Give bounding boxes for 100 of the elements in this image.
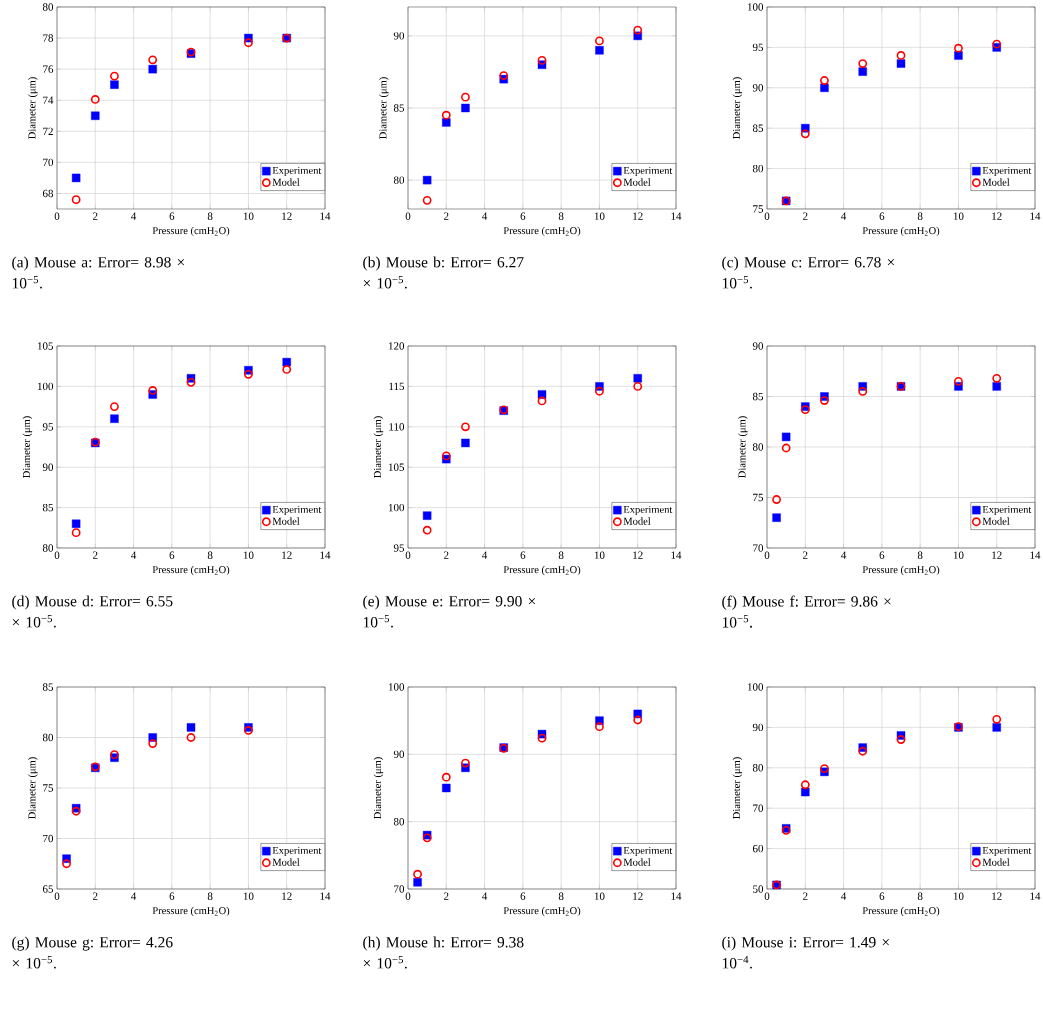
point: [537, 55, 547, 65]
x-tick-label: 2: [803, 892, 808, 900]
x-tick-label: 12: [992, 212, 1002, 220]
point: [800, 405, 810, 415]
y-axis-title: Diameter (μm): [732, 77, 743, 139]
point: [772, 495, 781, 504]
text: (e) Mouse e: Error= 9.90 × 10$^{−5}$.: [363, 595, 536, 628]
legend-label: Experiment: [982, 846, 1032, 857]
point: [800, 780, 810, 790]
x-tick-label: 4: [482, 212, 488, 220]
x-tick-label: 2: [803, 551, 808, 559]
legend-label: Experiment: [272, 505, 322, 516]
legend-label: Model: [982, 858, 1010, 866]
x-tick-label: 10: [953, 551, 964, 559]
point: [148, 386, 158, 395]
x-tick-label: 14: [320, 212, 331, 220]
x-tick-label: 10: [243, 892, 254, 900]
x-tick-label: 6: [520, 212, 526, 220]
y-tick-label: 75: [753, 493, 764, 502]
legend-label: Model: [272, 858, 300, 866]
x-tick-label: 4: [131, 892, 137, 900]
y-axis-title: Diameter (μm): [379, 77, 389, 139]
point: [820, 83, 829, 92]
x-tick-label: 0: [764, 551, 770, 559]
point: [954, 376, 963, 386]
y-tick-label: 100: [388, 503, 405, 512]
x-tick-label: 6: [879, 212, 885, 220]
y-tick-label: 70: [753, 544, 764, 552]
x-tick-label: 6: [879, 892, 885, 900]
point: [461, 438, 470, 448]
x-tick-label: 14: [671, 551, 682, 559]
y-tick-label: 80: [42, 544, 54, 552]
y-tick-label: 85: [42, 503, 54, 512]
x-tick-label: 2: [93, 892, 98, 900]
y-tick-label: 70: [43, 834, 54, 843]
point: [461, 103, 470, 113]
text: (d) Mouse d: Error= 6.55 × 10$^{−5}$.: [12, 595, 173, 628]
point: [461, 422, 470, 432]
y-tick-label: 95: [393, 544, 405, 552]
y-tick-label: 95: [42, 423, 54, 431]
x-tick-label: 2: [93, 212, 98, 220]
y-axis-title: Diameter (μm): [373, 757, 384, 819]
point: [422, 525, 432, 535]
x-tick-label: 12: [633, 212, 643, 220]
legend-label: Model: [272, 517, 300, 525]
point: [954, 51, 963, 60]
x-tick-label: 10: [594, 892, 605, 900]
x-tick-label: 0: [405, 212, 411, 220]
point: [186, 723, 196, 732]
x-tick-label: 6: [520, 551, 526, 559]
y-tick-label: 115: [389, 382, 405, 391]
y-tick-label: 80: [752, 164, 764, 173]
point: [148, 739, 158, 748]
legend-label: Model: [623, 178, 651, 186]
y-axis-title: Diameter (μm): [738, 416, 748, 478]
y-tick-label: 70: [753, 804, 764, 812]
x-axis-title: Pressure (cmH$_{2}$O): [503, 906, 581, 917]
y-tick-label: 110: [389, 423, 405, 431]
x-tick-label: 2: [444, 212, 449, 220]
x-tick-label: 6: [169, 892, 175, 900]
y-tick-label: 95: [752, 43, 764, 52]
legend-label: Experiment: [982, 505, 1032, 516]
x-axis-title: Pressure (cmH$_{2}$O): [503, 226, 581, 237]
legend-label: Experiment: [623, 846, 673, 857]
x-tick-label: 2: [444, 551, 449, 559]
point: [537, 396, 547, 406]
y-axis-title: Diameter (μm): [373, 416, 384, 478]
legend-label: Experiment: [272, 846, 322, 857]
x-tick-label: 4: [841, 212, 847, 220]
point: [441, 772, 451, 782]
y-tick-label: 105: [37, 342, 54, 350]
point: [595, 386, 604, 396]
point: [820, 76, 829, 85]
x-tick-label: 0: [764, 212, 770, 220]
x-tick-label: 10: [594, 212, 605, 220]
x-tick-label: 12: [282, 212, 292, 220]
point: [244, 369, 253, 379]
x-tick-label: 8: [917, 212, 923, 220]
point: [441, 110, 451, 120]
text: (a) Mouse a: Error= 8.98 × 10$^{−5}$.: [12, 256, 185, 289]
y-tick-label: 50: [753, 885, 764, 893]
x-tick-label: 10: [594, 551, 605, 559]
x-axis-title: Pressure (cmH$_{2}$O): [503, 565, 581, 576]
x-tick-label: 4: [841, 892, 847, 900]
y-tick-label: 72: [43, 127, 53, 135]
y-tick-label: 76: [43, 65, 54, 73]
point: [595, 722, 604, 732]
x-tick-label: 8: [558, 892, 564, 900]
point: [858, 746, 868, 756]
point: [244, 38, 253, 48]
point: [422, 511, 432, 520]
y-tick-label: 100: [747, 683, 764, 691]
point: [91, 111, 100, 120]
legend-label: Model: [623, 858, 651, 866]
point: [858, 59, 868, 68]
x-tick-label: 14: [671, 892, 682, 900]
x-tick-label: 12: [633, 551, 643, 559]
x-tick-label: 8: [558, 551, 564, 559]
y-tick-label: 90: [393, 750, 405, 759]
point: [71, 195, 81, 205]
